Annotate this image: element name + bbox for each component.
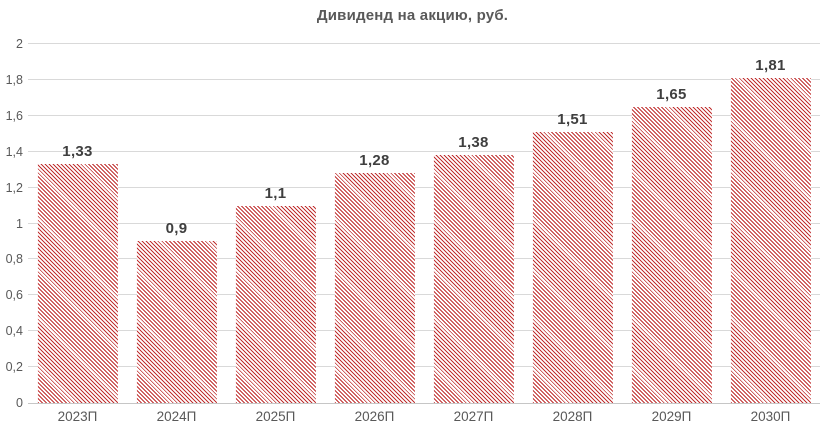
gridline (28, 330, 820, 332)
y-axis-label: 1,8 (5, 72, 23, 87)
bar-value-label: 1,65 (656, 85, 687, 103)
gridline (28, 366, 820, 368)
gridline (28, 78, 820, 80)
y-axis-label: 1,4 (5, 144, 23, 159)
x-axis-line (28, 403, 820, 404)
bar (631, 106, 712, 403)
x-axis-label: 2030П (750, 409, 791, 424)
gridline (28, 294, 820, 296)
bar-value-label: 0,9 (165, 220, 188, 238)
gridline (28, 222, 820, 224)
bar (730, 78, 811, 403)
bar-value-label: 1,38 (458, 134, 489, 152)
bar (532, 131, 613, 403)
x-axis-label: 2026П (354, 409, 395, 424)
bar (37, 164, 118, 403)
bar (334, 173, 415, 403)
bar (433, 155, 514, 403)
x-axis-label: 2025П (255, 409, 296, 424)
bar-value-label: 1,33 (62, 143, 93, 161)
gridline (28, 186, 820, 188)
y-axis-label: 0,4 (5, 324, 23, 339)
y-axis-label: 2 (16, 37, 23, 51)
gridline (28, 150, 820, 152)
y-axis-label: 0,6 (5, 288, 23, 303)
y-axis-label: 0 (16, 396, 23, 410)
gridline (28, 258, 820, 260)
bar-value-label: 1,28 (359, 152, 390, 170)
plot-area: 0 0,2 0,4 0,6 0,8 1 1,2 1,4 1,6 1,8 2 1,33 2023П 0,9 2… (6, 37, 820, 424)
gridline (28, 43, 820, 44)
x-axis-label: 2029П (651, 409, 692, 424)
x-axis-label: 2023П (57, 409, 98, 424)
x-axis-label: 2024П (156, 409, 197, 424)
y-axis-label: 1,6 (5, 108, 23, 123)
x-axis-label: 2028П (552, 409, 593, 424)
y-axis-label: 1 (16, 216, 23, 231)
gridline (28, 114, 820, 116)
bar-value-label: 1,51 (557, 110, 588, 128)
x-axis-label: 2027П (453, 409, 494, 424)
y-axis-label: 0,2 (5, 360, 23, 375)
bar-value-label: 1,1 (264, 184, 287, 202)
chart-title: Дивиденд на акцию, руб. (316, 7, 509, 24)
y-axis-label: 1,2 (5, 180, 23, 195)
bar (235, 205, 316, 403)
y-axis-label: 0,8 (5, 252, 23, 267)
bar-value-label: 1,81 (755, 57, 786, 75)
bar (136, 241, 217, 403)
